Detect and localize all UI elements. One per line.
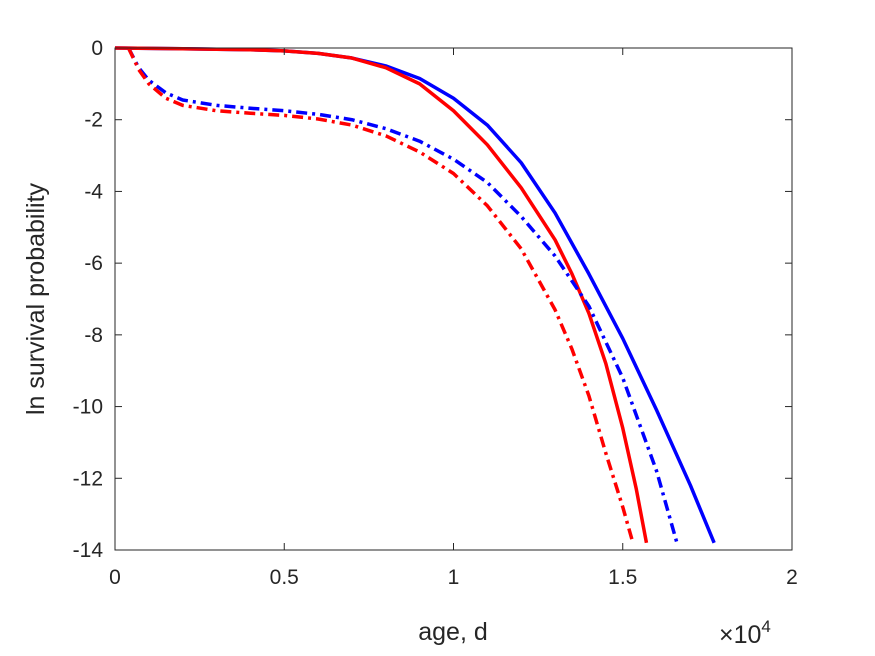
plot-frame	[114, 47, 793, 551]
x-axis-exponent: ×104	[719, 617, 771, 649]
x-axis-exponent-power: 4	[761, 617, 770, 636]
y-tick-label: -4	[84, 180, 103, 203]
y-tick-label: -8	[84, 324, 103, 347]
y-tick-label: 0	[91, 37, 103, 60]
y-tick-label: -14	[73, 539, 104, 562]
y-tick-label: -12	[73, 467, 103, 490]
x-tick-label: 0	[109, 566, 121, 589]
series-line-4	[126, 47, 635, 544]
x-tick-label: 2	[786, 566, 798, 589]
x-tick-label: 0.5	[270, 566, 299, 589]
labels-layer: 0 0.5 1 1.5 2 0 -2 -4 -6 -8 -10 -12 -14	[73, 37, 798, 589]
series-layer	[114, 46, 716, 544]
y-tick-label: -10	[73, 396, 103, 419]
y-tick-label: -2	[84, 109, 103, 132]
x-axis-exponent-base: ×10	[719, 621, 761, 649]
series-line-3	[126, 47, 679, 544]
x-tick-label: 1	[448, 566, 460, 589]
plot-area-background	[115, 48, 792, 550]
series-line-2	[114, 46, 649, 544]
y-tick-label: -6	[84, 252, 103, 275]
x-tick-label: 1.5	[608, 566, 637, 589]
y-axis-label: ln survival probability	[22, 182, 50, 415]
x-axis-label: age, d	[418, 618, 488, 646]
